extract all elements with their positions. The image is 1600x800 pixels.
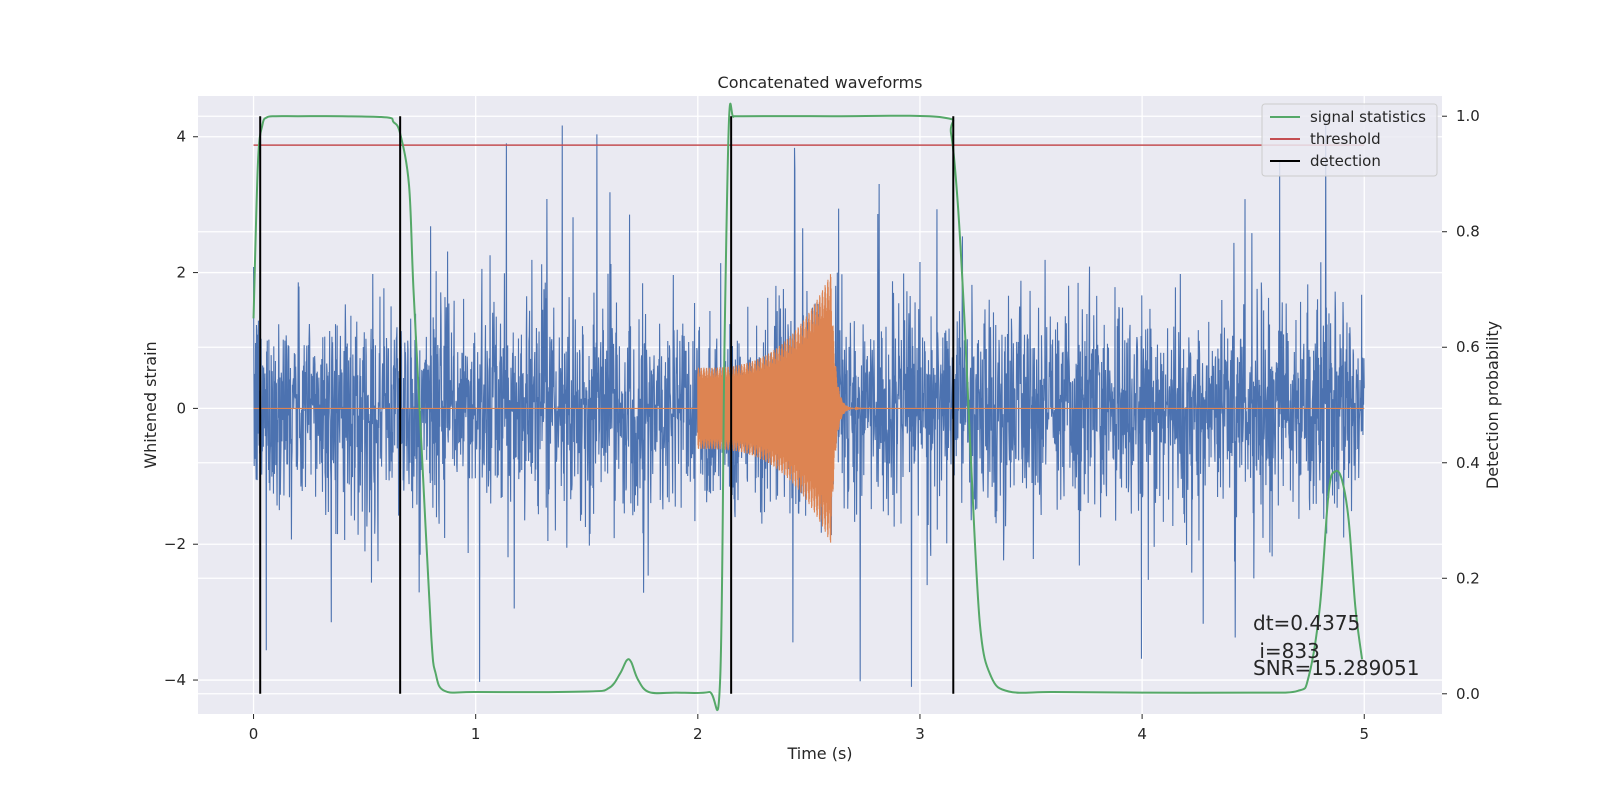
tick-labels: 0 1 2 3 4 5 −4 −2 0 2 4 0.0 0.2 0.4 0.6 0.8 1.0: [164, 107, 1480, 743]
y2-axis-label: Detection probability: [1483, 321, 1502, 489]
annotation-snr: SNR=15.289051: [1253, 656, 1419, 680]
x-tick-label-3: 3: [915, 725, 925, 743]
statistic-series: [252, 102, 1364, 712]
y-tick-label-3: 2: [176, 264, 186, 282]
legend-label-threshold: threshold: [1310, 130, 1381, 148]
y2-tick-label-0: 0.0: [1456, 685, 1480, 703]
y2-tick-label-5: 1.0: [1456, 107, 1480, 125]
statistic-line: [252, 102, 1364, 712]
y2-tick-label-1: 0.2: [1456, 569, 1480, 587]
annotation-dt: dt=0.4375: [1253, 611, 1360, 635]
y2-tick-label-3: 0.6: [1456, 338, 1480, 356]
legend-box: [1261, 103, 1438, 177]
legend-label-detection: detection: [1310, 152, 1381, 170]
template-series: [253, 274, 1365, 543]
detection-series: [259, 116, 955, 694]
y-tick-label-2: 0: [176, 399, 186, 417]
x-tick-label-2: 2: [693, 725, 703, 743]
y-tick-label-1: −2: [164, 535, 186, 553]
x-tick-label-1: 1: [471, 725, 481, 743]
legend-label-statistic: signal statistics: [1310, 108, 1426, 126]
y-axis-label: Whitened strain: [141, 341, 160, 468]
y2-tick-label-2: 0.4: [1456, 454, 1480, 472]
y2-tick-label-4: 0.8: [1456, 223, 1480, 241]
x-tick-label-0: 0: [249, 725, 259, 743]
x-axis-label: Time (s): [786, 744, 852, 763]
x-tick-label-5: 5: [1359, 725, 1369, 743]
y-tick-label-0: −4: [164, 671, 186, 689]
annotation-index: i=833: [1253, 639, 1320, 663]
template-line: [253, 274, 1365, 543]
y-tick-label-4: 4: [176, 128, 186, 146]
x-tick-label-4: 4: [1137, 725, 1147, 743]
chart-title: Concatenated waveforms: [718, 73, 923, 92]
legend: signal statistics threshold detection: [1261, 103, 1438, 177]
